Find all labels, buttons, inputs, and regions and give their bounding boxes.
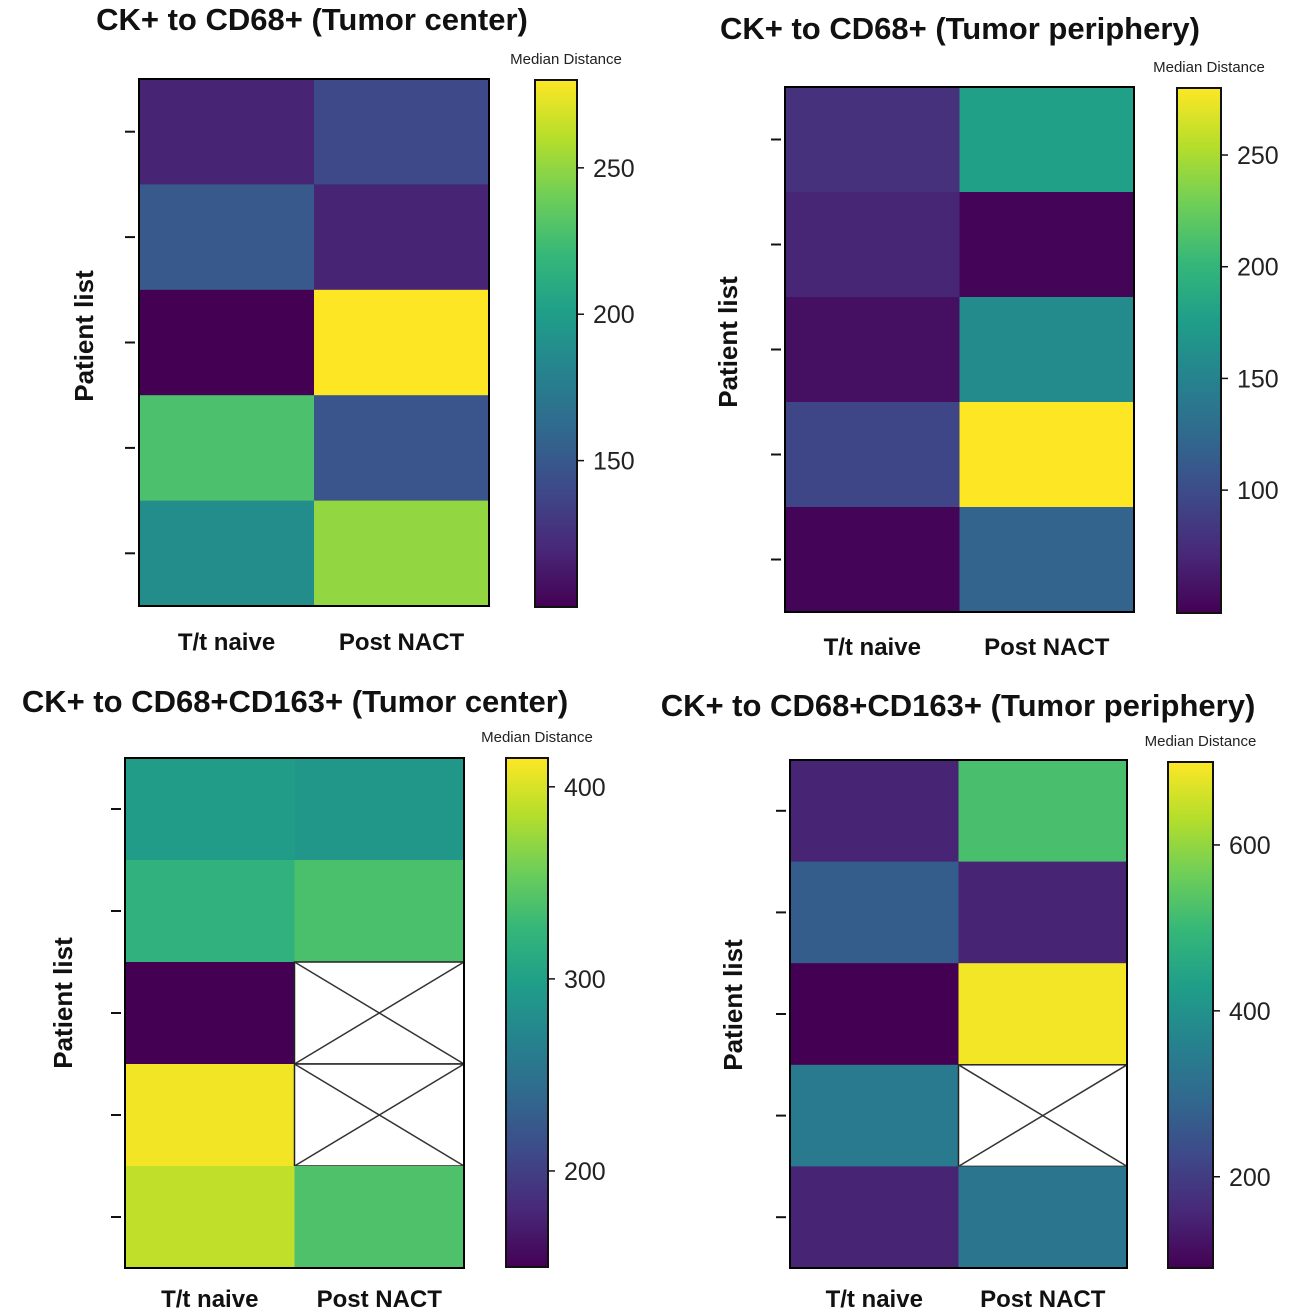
heatmap-cell [139, 79, 315, 185]
heatmap-cell [294, 860, 465, 963]
colorbar-title: Median Distance [1145, 733, 1257, 750]
colorbar-tick-label: 100 [1237, 477, 1279, 505]
heatmap-cell [790, 760, 959, 863]
x-tick-label: Post NACT [980, 1286, 1106, 1313]
colorbar-tick-label: 200 [593, 301, 635, 329]
x-tick-label: T/t naive [178, 629, 275, 656]
heatmap-cell [959, 507, 1135, 613]
colorbar [1176, 87, 1222, 614]
y-axis-label: Patient list [713, 276, 743, 408]
missing-cross-line [294, 961, 465, 1065]
heatmap-cell [139, 289, 315, 396]
heatmap-cell [958, 963, 1128, 1066]
colorbar [505, 757, 549, 1268]
y-axis-label: Patient list [48, 937, 78, 1069]
heatmap-cell [314, 500, 490, 607]
heatmap-frame [138, 78, 490, 607]
colorbar-tick-label: 400 [1229, 998, 1271, 1026]
heatmap-cell [125, 1166, 295, 1269]
colorbar [1167, 761, 1214, 1269]
missing-cross-line [294, 1063, 465, 1167]
x-tick-label: T/t naive [161, 1286, 258, 1313]
colorbar-tick-label: 250 [1237, 142, 1279, 170]
x-tick-label: Post NACT [984, 634, 1110, 661]
heatmap-cell [959, 402, 1135, 508]
colorbar-tick-label: 300 [564, 966, 606, 994]
heatmap-cell [314, 395, 490, 502]
colorbar [534, 79, 578, 608]
colorbar-title: Median Distance [481, 729, 593, 746]
colorbar-tick-label: 400 [564, 774, 606, 802]
missing-cross-line [958, 1064, 1128, 1168]
colorbar-title: Median Distance [1153, 59, 1265, 76]
heatmap-cell [958, 861, 1128, 964]
heatmap-cell [314, 79, 490, 185]
colorbar-tick-label: 150 [593, 448, 635, 476]
colorbar-title: Median Distance [510, 51, 622, 68]
panel-title: CK+ to CD68+CD163+ (Tumor center) [22, 684, 568, 719]
panel-ck-cd68-tumor-center: CK+ to CD68+ (Tumor center) Patient list… [69, 2, 635, 656]
heatmap-cell [314, 184, 490, 291]
heatmap-cell [959, 192, 1135, 298]
heatmap-cell [294, 758, 465, 861]
heatmap-cell [790, 861, 959, 964]
heatmap-cell [125, 758, 295, 861]
heatmap-cell [785, 402, 960, 508]
heatmap-cell [785, 192, 960, 298]
heatmap-cell [790, 1166, 959, 1269]
heatmap-cell [785, 507, 960, 613]
y-axis-label: Patient list [69, 270, 99, 402]
heatmap-cell [125, 860, 295, 963]
colorbar-tick-label: 200 [1237, 254, 1279, 282]
panel-title: CK+ to CD68+ (Tumor periphery) [720, 11, 1200, 46]
colorbar-tick-label: 150 [1237, 365, 1279, 393]
colorbar-tick-label: 600 [1229, 832, 1271, 860]
x-tick-label: T/t naive [824, 634, 921, 661]
heatmap-cell [139, 395, 315, 502]
heatmap-cell [958, 1166, 1128, 1269]
heatmap-cell [959, 297, 1135, 403]
heatmap-cell [139, 184, 315, 291]
heatmap-frame [789, 759, 1128, 1269]
heatmap-frame [784, 86, 1135, 613]
panel-title: CK+ to CD68+CD163+ (Tumor periphery) [661, 688, 1256, 723]
heatmap-cell [314, 289, 490, 396]
colorbar-tick-label: 250 [593, 155, 635, 183]
heatmap-cell [790, 1064, 959, 1167]
y-axis-label: Patient list [718, 939, 748, 1071]
heatmap-cell [125, 1064, 295, 1167]
heatmap-frame [124, 757, 465, 1269]
heatmap-cell [139, 500, 315, 607]
panel-ck-cd68-cd163-tumor-center: CK+ to CD68+CD163+ (Tumor center) Patien… [22, 684, 606, 1313]
heatmap-cell [790, 963, 959, 1066]
heatmap-cell [125, 962, 295, 1065]
heatmap-cell [785, 297, 960, 403]
heatmap-cell [959, 87, 1135, 193]
colorbar-tick-label: 200 [564, 1158, 606, 1186]
x-tick-label: T/t naive [826, 1286, 923, 1313]
panel-ck-cd68-cd163-tumor-periphery: CK+ to CD68+CD163+ (Tumor periphery) Pat… [661, 688, 1271, 1313]
heatmap-cell [294, 1166, 465, 1269]
heatmap-cell [958, 760, 1128, 863]
x-tick-label: Post NACT [339, 629, 465, 656]
colorbar-tick-label: 200 [1229, 1164, 1271, 1192]
x-tick-label: Post NACT [317, 1286, 443, 1313]
heatmap-cell [785, 87, 960, 193]
panel-title: CK+ to CD68+ (Tumor center) [96, 2, 528, 37]
panel-ck-cd68-tumor-periphery: CK+ to CD68+ (Tumor periphery) Patient l… [713, 11, 1279, 661]
